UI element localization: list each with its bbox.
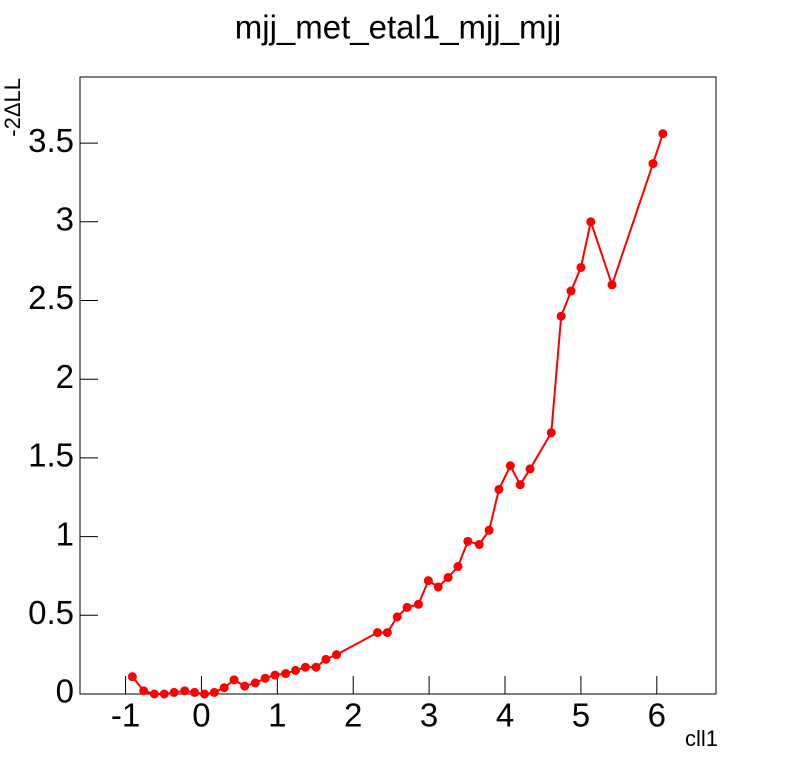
- data-point: [423, 576, 433, 586]
- y-tick-label: 1.5: [28, 437, 74, 474]
- data-point: [443, 573, 453, 583]
- data-point: [260, 673, 270, 683]
- data-point: [382, 628, 392, 638]
- x-axis-title: cll1: [685, 726, 718, 751]
- data-point: [586, 217, 596, 227]
- data-point: [484, 525, 494, 535]
- y-tick-label: 0.5: [28, 594, 74, 631]
- data-point: [525, 464, 535, 474]
- data-point: [648, 159, 658, 169]
- data-point: [474, 539, 484, 549]
- data-point: [169, 687, 179, 697]
- data-point: [402, 602, 412, 612]
- x-tick-label: 0: [192, 697, 210, 734]
- data-point: [556, 311, 566, 321]
- x-tick-label: 6: [648, 697, 666, 734]
- data-point: [658, 129, 668, 139]
- data-point: [463, 536, 473, 546]
- data-point: [505, 461, 515, 471]
- data-point: [127, 672, 137, 682]
- data-point: [413, 599, 423, 609]
- data-point: [494, 484, 504, 494]
- data-point: [566, 286, 576, 296]
- y-tick-label: 3.5: [28, 122, 74, 159]
- data-point: [321, 654, 331, 664]
- plot-frame: [79, 76, 717, 695]
- data-point: [270, 670, 280, 680]
- data-point: [209, 687, 219, 697]
- data-point: [190, 687, 200, 697]
- data-point: [373, 628, 383, 638]
- data-point: [515, 480, 525, 490]
- y-tick-label: 3: [56, 201, 74, 238]
- data-point: [300, 662, 310, 672]
- data-point: [229, 675, 239, 685]
- data-point: [291, 665, 301, 675]
- chart-title: mjj_met_etal1_mjj_mjj: [235, 9, 561, 46]
- data-point: [607, 280, 617, 290]
- x-tick-label: 2: [344, 697, 362, 734]
- data-point: [149, 689, 159, 699]
- data-point: [392, 612, 402, 622]
- data-point: [139, 686, 149, 696]
- data-point: [180, 686, 190, 696]
- data-point: [159, 689, 169, 699]
- data-point: [546, 428, 556, 438]
- data-point: [311, 662, 321, 672]
- data-point: [576, 262, 586, 272]
- x-tick-label: 3: [420, 697, 438, 734]
- y-tick-label: 2.5: [28, 279, 74, 316]
- y-axis-title: -2ΔLL: [0, 78, 25, 137]
- data-point: [281, 669, 291, 679]
- data-point: [433, 582, 443, 592]
- y-tick-label: 0: [56, 673, 74, 710]
- data-point: [219, 683, 229, 693]
- series-line: [131, 133, 664, 696]
- x-tick-label: -1: [111, 697, 140, 734]
- data-point: [250, 678, 260, 688]
- y-tick-label: 2: [56, 358, 74, 395]
- data-point: [240, 681, 250, 691]
- x-tick-label: 5: [572, 697, 590, 734]
- y-tick-label: 1: [56, 515, 74, 552]
- data-point: [199, 689, 209, 699]
- data-point: [332, 650, 342, 660]
- x-tick-label: 4: [496, 697, 514, 734]
- data-point: [453, 562, 463, 572]
- x-tick-label: 1: [268, 697, 286, 734]
